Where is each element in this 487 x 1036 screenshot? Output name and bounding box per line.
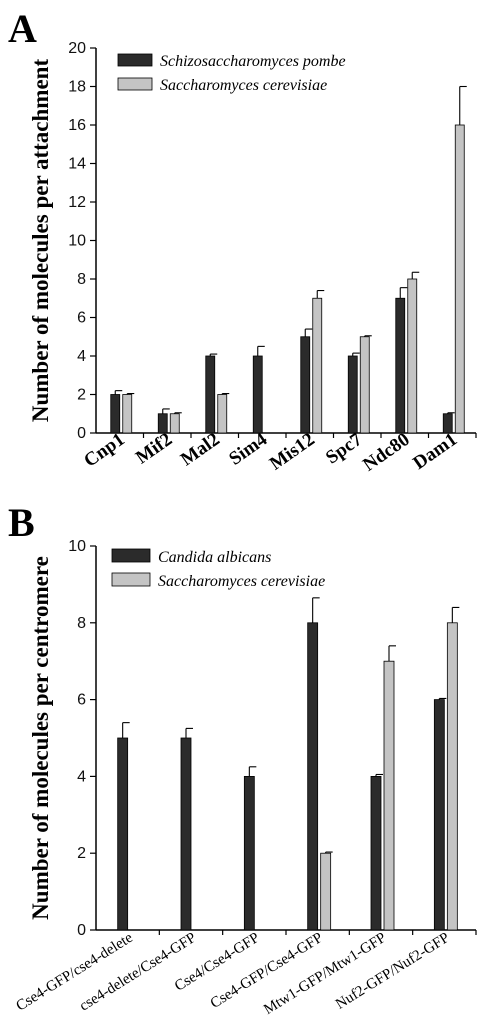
bar-light <box>169 413 180 434</box>
bar-dark <box>433 699 445 931</box>
y-tick-label: 8 <box>77 271 86 288</box>
legend-label: Saccharomyces cerevisiae <box>160 77 327 94</box>
y-axis-label: Number of molecules per centromere <box>28 556 53 920</box>
bar-dark <box>243 776 255 931</box>
bar-dark <box>180 737 192 931</box>
panel-letter-A: A <box>8 6 37 51</box>
bar-dark <box>395 297 406 434</box>
bar-light <box>407 278 418 434</box>
bar-dark <box>370 776 382 931</box>
legend-label: Saccharomyces cerevisiae <box>158 573 325 590</box>
legend-swatch <box>117 53 153 67</box>
category-label: Mal2 <box>177 429 224 470</box>
category-label: Mif2 <box>132 429 176 469</box>
legend-swatch <box>111 572 151 587</box>
category-label: Nuf2-GFP/Nuf2-GFP <box>333 930 452 1013</box>
legend-label: Candida albicans <box>158 549 271 566</box>
bar-dark <box>442 413 453 434</box>
category-label: Mis12 <box>266 429 319 475</box>
legend-swatch <box>117 77 153 91</box>
bar-light <box>383 660 395 931</box>
y-tick-label: 6 <box>77 692 86 709</box>
y-tick-label: 14 <box>68 156 86 173</box>
y-tick-label: 4 <box>77 768 86 785</box>
bar-dark <box>205 355 216 434</box>
y-tick-label: 16 <box>68 117 86 134</box>
bar-light <box>446 622 458 931</box>
category-label: Cnp1 <box>80 429 128 472</box>
y-tick-label: 4 <box>77 348 86 365</box>
bar-dark <box>157 413 168 434</box>
bar-dark <box>307 622 319 931</box>
bar-dark <box>117 737 129 931</box>
y-tick-label: 2 <box>77 387 86 404</box>
bar-dark <box>110 394 121 434</box>
category-label: cse4-delete/Cse4-GFP <box>77 930 199 1015</box>
y-axis-label: Number of molecules per attachment <box>28 59 53 423</box>
y-tick-label: 0 <box>77 922 86 939</box>
bar-light <box>312 297 323 434</box>
y-tick-label: 18 <box>68 79 86 96</box>
bar-light <box>217 394 228 434</box>
bar-dark <box>300 336 311 434</box>
y-tick-label: 2 <box>77 845 86 862</box>
legend-label: Schizosaccharomyces pombe <box>160 53 346 70</box>
bar-light <box>454 124 465 434</box>
y-tick-label: 10 <box>68 233 86 250</box>
category-label: Spc7 <box>322 429 366 469</box>
bar-light <box>122 394 133 434</box>
category-label: Ndc80 <box>359 429 413 476</box>
category-label: Sim4 <box>225 429 271 470</box>
category-label: Cse4-GFP/cse4-delete <box>14 930 137 1015</box>
y-tick-label: 6 <box>77 310 86 327</box>
y-tick-label: 12 <box>68 194 86 211</box>
bar-light <box>320 852 332 931</box>
category-label: Cse4-GFP/Cse4-GFP <box>208 930 326 1012</box>
y-tick-label: 8 <box>77 615 86 632</box>
y-tick-label: 20 <box>68 40 86 57</box>
legend-swatch <box>111 548 151 563</box>
y-tick-label: 0 <box>77 425 86 442</box>
panel-letter-B: B <box>8 500 35 545</box>
bar-light <box>359 336 370 434</box>
category-label: Dam1 <box>409 429 461 474</box>
bar-dark <box>252 355 263 434</box>
bar-dark <box>347 355 358 434</box>
y-tick-label: 10 <box>68 538 86 555</box>
